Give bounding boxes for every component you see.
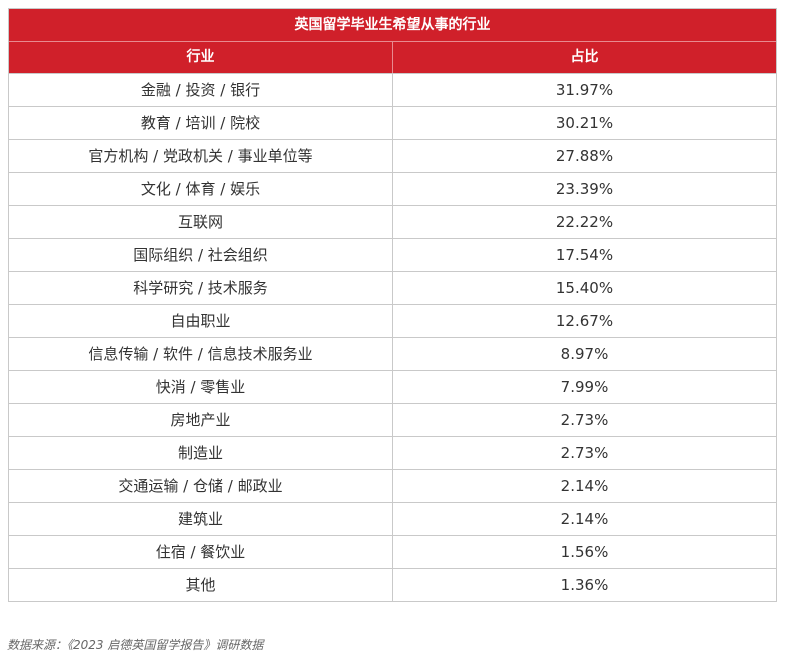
industry-cell: 互联网 — [9, 206, 393, 238]
table-row: 信息传输 / 软件 / 信息技术服务业 8.97% — [9, 337, 776, 370]
table-row: 金融 / 投资 / 银行 31.97% — [9, 73, 776, 106]
share-cell: 7.99% — [560, 378, 609, 396]
share-cell: 17.54% — [555, 246, 614, 264]
industry-cell: 其他 — [9, 569, 393, 601]
table-row: 其他 1.36% — [9, 568, 776, 601]
share-cell: 2.73% — [560, 411, 609, 429]
industry-cell: 制造业 — [9, 437, 393, 469]
industry-table: 英国留学毕业生希望从事的行业 行业 占比 金融 / 投资 / 银行 31.97% 教… — [8, 8, 777, 602]
industry-cell: 金融 / 投资 / 银行 — [9, 74, 393, 106]
share-cell: 2.14% — [560, 477, 609, 495]
share-cell: 8.97% — [560, 345, 609, 363]
table-row: 互联网 22.22% — [9, 205, 776, 238]
share-cell: 2.73% — [560, 444, 609, 462]
table-header-row: 行业 占比 — [9, 42, 776, 73]
share-cell: 1.56% — [560, 543, 609, 561]
share-cell: 22.22% — [555, 213, 614, 231]
table-body: 金融 / 投资 / 银行 31.97% 教育 / 培训 / 院校 30.21% 官方机构… — [9, 73, 776, 601]
table-title: 英国留学毕业生希望从事的行业 — [9, 9, 776, 42]
column-header-share: 占比 — [570, 49, 599, 65]
column-header-industry: 行业 — [9, 42, 393, 73]
industry-cell: 快消 / 零售业 — [9, 371, 393, 403]
share-cell: 15.40% — [555, 279, 614, 297]
share-cell: 23.39% — [555, 180, 614, 198]
share-cell: 1.36% — [560, 576, 609, 594]
table-row: 科学研究 / 技术服务 15.40% — [9, 271, 776, 304]
industry-cell: 国际组织 / 社会组织 — [9, 239, 393, 271]
table-row: 制造业 2.73% — [9, 436, 776, 469]
share-cell: 2.14% — [560, 510, 609, 528]
industry-cell: 住宿 / 餐饮业 — [9, 536, 393, 568]
table-row: 交通运输 / 仓储 / 邮政业 2.14% — [9, 469, 776, 502]
industry-cell: 信息传输 / 软件 / 信息技术服务业 — [9, 338, 393, 370]
table-row: 住宿 / 餐饮业 1.56% — [9, 535, 776, 568]
industry-cell: 科学研究 / 技术服务 — [9, 272, 393, 304]
industry-cell: 建筑业 — [9, 503, 393, 535]
table-row: 文化 / 体育 / 娱乐 23.39% — [9, 172, 776, 205]
industry-cell: 教育 / 培训 / 院校 — [9, 107, 393, 139]
table-row: 快消 / 零售业 7.99% — [9, 370, 776, 403]
data-source-note: 数据来源：《2023 启德英国留学报告》调研数据 — [7, 638, 264, 652]
table-row: 自由职业 12.67% — [9, 304, 776, 337]
industry-cell: 自由职业 — [9, 305, 393, 337]
industry-cell: 文化 / 体育 / 娱乐 — [9, 173, 393, 205]
share-cell: 31.97% — [555, 81, 614, 99]
table-row: 国际组织 / 社会组织 17.54% — [9, 238, 776, 271]
share-cell: 27.88% — [555, 147, 614, 165]
share-cell: 30.21% — [555, 114, 614, 132]
table-row: 房地产业 2.73% — [9, 403, 776, 436]
table-row: 教育 / 培训 / 院校 30.21% — [9, 106, 776, 139]
share-cell: 12.67% — [555, 312, 614, 330]
industry-cell: 官方机构 / 党政机关 / 事业单位等 — [9, 140, 393, 172]
industry-cell: 房地产业 — [9, 404, 393, 436]
table-row: 官方机构 / 党政机关 / 事业单位等 27.88% — [9, 139, 776, 172]
industry-cell: 交通运输 / 仓储 / 邮政业 — [9, 470, 393, 502]
table-row: 建筑业 2.14% — [9, 502, 776, 535]
